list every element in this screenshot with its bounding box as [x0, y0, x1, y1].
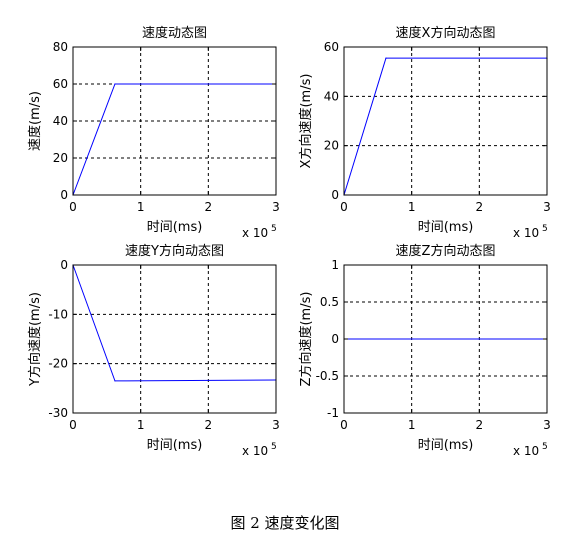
chart-4-x-tick-label: 0 — [340, 418, 348, 432]
chart-4-y-tick-label: -1 — [327, 406, 339, 420]
chart-2-y-tick-label: 60 — [324, 40, 339, 54]
chart-1-y-tick-label: 20 — [53, 151, 68, 165]
chart-3-plot-area — [73, 265, 276, 413]
chart-4-y-axis-label: Z方向速度(m/s) — [298, 292, 314, 387]
chart-4-y-tick-label: 0 — [331, 332, 339, 346]
chart-3-x-tick-label: 2 — [205, 418, 213, 432]
chart-3-data-point — [114, 380, 116, 382]
chart-3-x-tick-label: 3 — [272, 418, 280, 432]
chart-4-x-axis-label: 时间(ms) — [418, 438, 474, 453]
figure-caption: 图 2 速度变化图 — [230, 514, 340, 532]
chart-4-title: 速度Z方向动态图 — [396, 243, 496, 259]
chart-1-x-tick-label: 1 — [137, 200, 145, 214]
chart-2-y-tick-label: 40 — [324, 89, 339, 103]
chart-1-y-tick-label: 80 — [53, 40, 68, 54]
chart-3-x-multiplier-exponent: 5 — [271, 442, 277, 452]
chart-2-y-axis-label: X方向速度(m/s) — [298, 74, 314, 169]
chart-1-data-point — [114, 83, 116, 85]
chart-3-y-tick-label: -10 — [48, 307, 68, 321]
chart-2-y-tick-label: 0 — [331, 188, 339, 202]
chart-2-title: 速度X方向动态图 — [396, 25, 496, 41]
chart-4-x-tick-label: 1 — [408, 418, 416, 432]
chart-3-title: 速度Y方向动态图 — [125, 243, 224, 259]
chart-2-x-multiplier: x 10 — [513, 226, 539, 240]
chart-2-x-tick-label: 3 — [543, 200, 551, 214]
chart-1-x-multiplier: x 10 — [242, 226, 268, 240]
chart-2-axes-frame — [343, 46, 548, 196]
chart-3-x-axis-label: 时间(ms) — [147, 438, 203, 453]
chart-1-title: 速度动态图 — [142, 25, 207, 41]
chart-2-x-tick-label: 2 — [476, 200, 484, 214]
chart-1-y-tick-label: 40 — [53, 114, 68, 128]
chart-3-x-tick-label: 0 — [69, 418, 77, 432]
chart-4-x-tick-label: 3 — [543, 418, 551, 432]
chart-1-x-tick-label: 3 — [272, 200, 280, 214]
chart-2-x-axis-label: 时间(ms) — [418, 220, 474, 235]
chart-3-y-tick-label: -30 — [48, 406, 68, 420]
chart-1-x-multiplier-exponent: 5 — [271, 224, 277, 234]
chart-4-y-tick-label: 0.5 — [320, 295, 339, 309]
chart-3-y-axis-label: Y方向速度(m/s) — [27, 292, 43, 387]
chart-4-x-multiplier-exponent: 5 — [542, 442, 548, 452]
chart-4-x-tick-label: 2 — [476, 418, 484, 432]
chart-4-y-tick-label: 1 — [331, 258, 339, 272]
chart-1-y-tick-label: 60 — [53, 77, 68, 91]
chart-3-axes-frame — [72, 264, 277, 414]
chart-3-x-tick-label: 1 — [137, 418, 145, 432]
chart-1-y-tick-label: 0 — [60, 188, 68, 202]
chart-2-x-tick-label: 1 — [408, 200, 416, 214]
chart-2-plot-area — [344, 47, 547, 195]
chart-2-data-point — [385, 57, 387, 59]
chart-2-x-multiplier-exponent: 5 — [542, 224, 548, 234]
chart-3-y-tick-label: -20 — [48, 357, 68, 371]
chart-4-y-tick-label: -0.5 — [316, 369, 339, 383]
chart-1-x-tick-label: 2 — [205, 200, 213, 214]
chart-3-y-tick-label: 0 — [60, 258, 68, 272]
chart-3-x-multiplier: x 10 — [242, 444, 268, 458]
chart-1-x-axis-label: 时间(ms) — [147, 220, 203, 235]
chart-2-y-tick-label: 20 — [324, 139, 339, 153]
chart-2-x-tick-label: 0 — [340, 200, 348, 214]
chart-1-x-tick-label: 0 — [69, 200, 77, 214]
chart-4-x-multiplier: x 10 — [513, 444, 539, 458]
chart-1-y-axis-label: 速度(m/s) — [27, 91, 43, 151]
